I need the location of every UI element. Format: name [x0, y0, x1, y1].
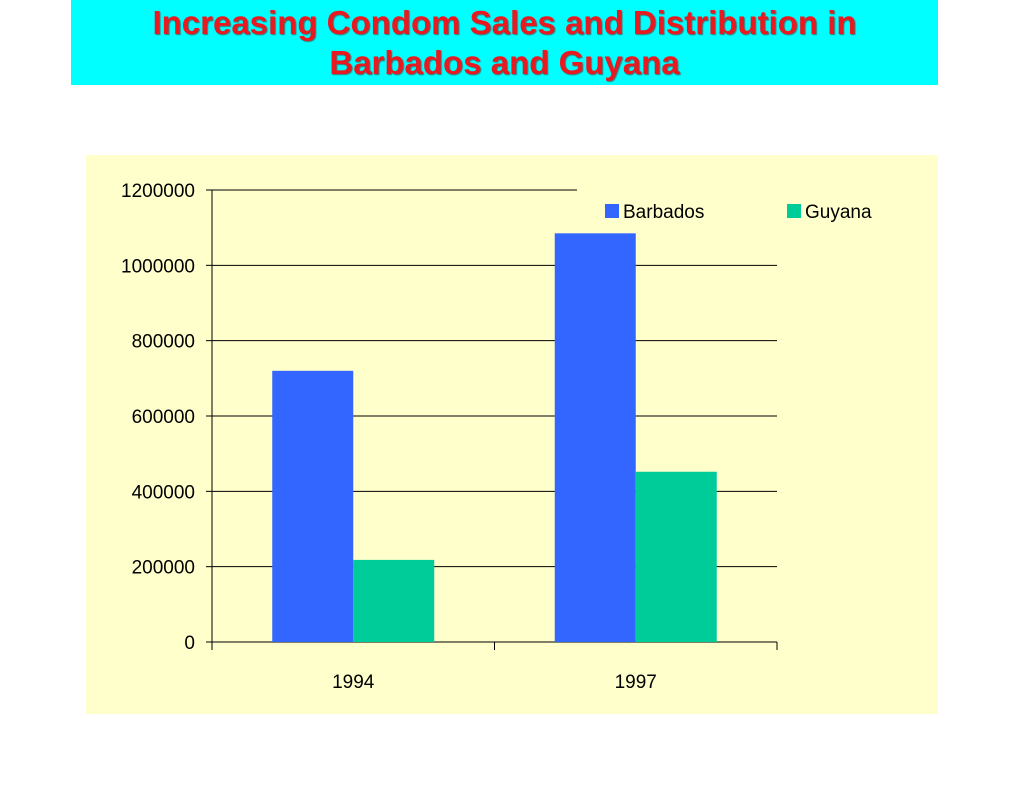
bar-barbados-1994: [272, 370, 354, 642]
y-tick-label: 600000: [132, 407, 195, 428]
bar-chart: 0 200000 400000 600000 800000 1000000 1200000 1…: [121, 181, 872, 693]
y-tick-label: 1000000: [121, 256, 195, 277]
legend-swatch-guyana: [787, 204, 801, 218]
bar-barbados-1997: [554, 233, 636, 643]
bar-guyana-1994: [353, 559, 435, 642]
y-tick-label: 200000: [132, 558, 195, 579]
y-tick-label: 0: [184, 633, 195, 654]
y-tick-label: 800000: [132, 332, 195, 353]
bar-guyana-1997: [635, 471, 717, 642]
legend-swatch-barbados: [605, 204, 619, 218]
y-tick-label: 1200000: [121, 181, 195, 202]
legend-label-barbados: Barbados: [623, 202, 704, 223]
x-tick-label: 1997: [615, 672, 657, 693]
title-line-1: Increasing Condom Sales and Distribution…: [152, 3, 857, 41]
title-banner: Increasing Condom Sales and Distribution…: [71, 0, 938, 85]
legend-label-guyana: Guyana: [805, 202, 872, 223]
y-tick-label: 400000: [132, 482, 195, 503]
x-tick-label: 1994: [332, 672, 375, 693]
title-line-2: Barbados and Guyana: [329, 43, 680, 81]
chart-panel: 0 200000 400000 600000 800000 1000000 1200000 1…: [86, 155, 938, 714]
